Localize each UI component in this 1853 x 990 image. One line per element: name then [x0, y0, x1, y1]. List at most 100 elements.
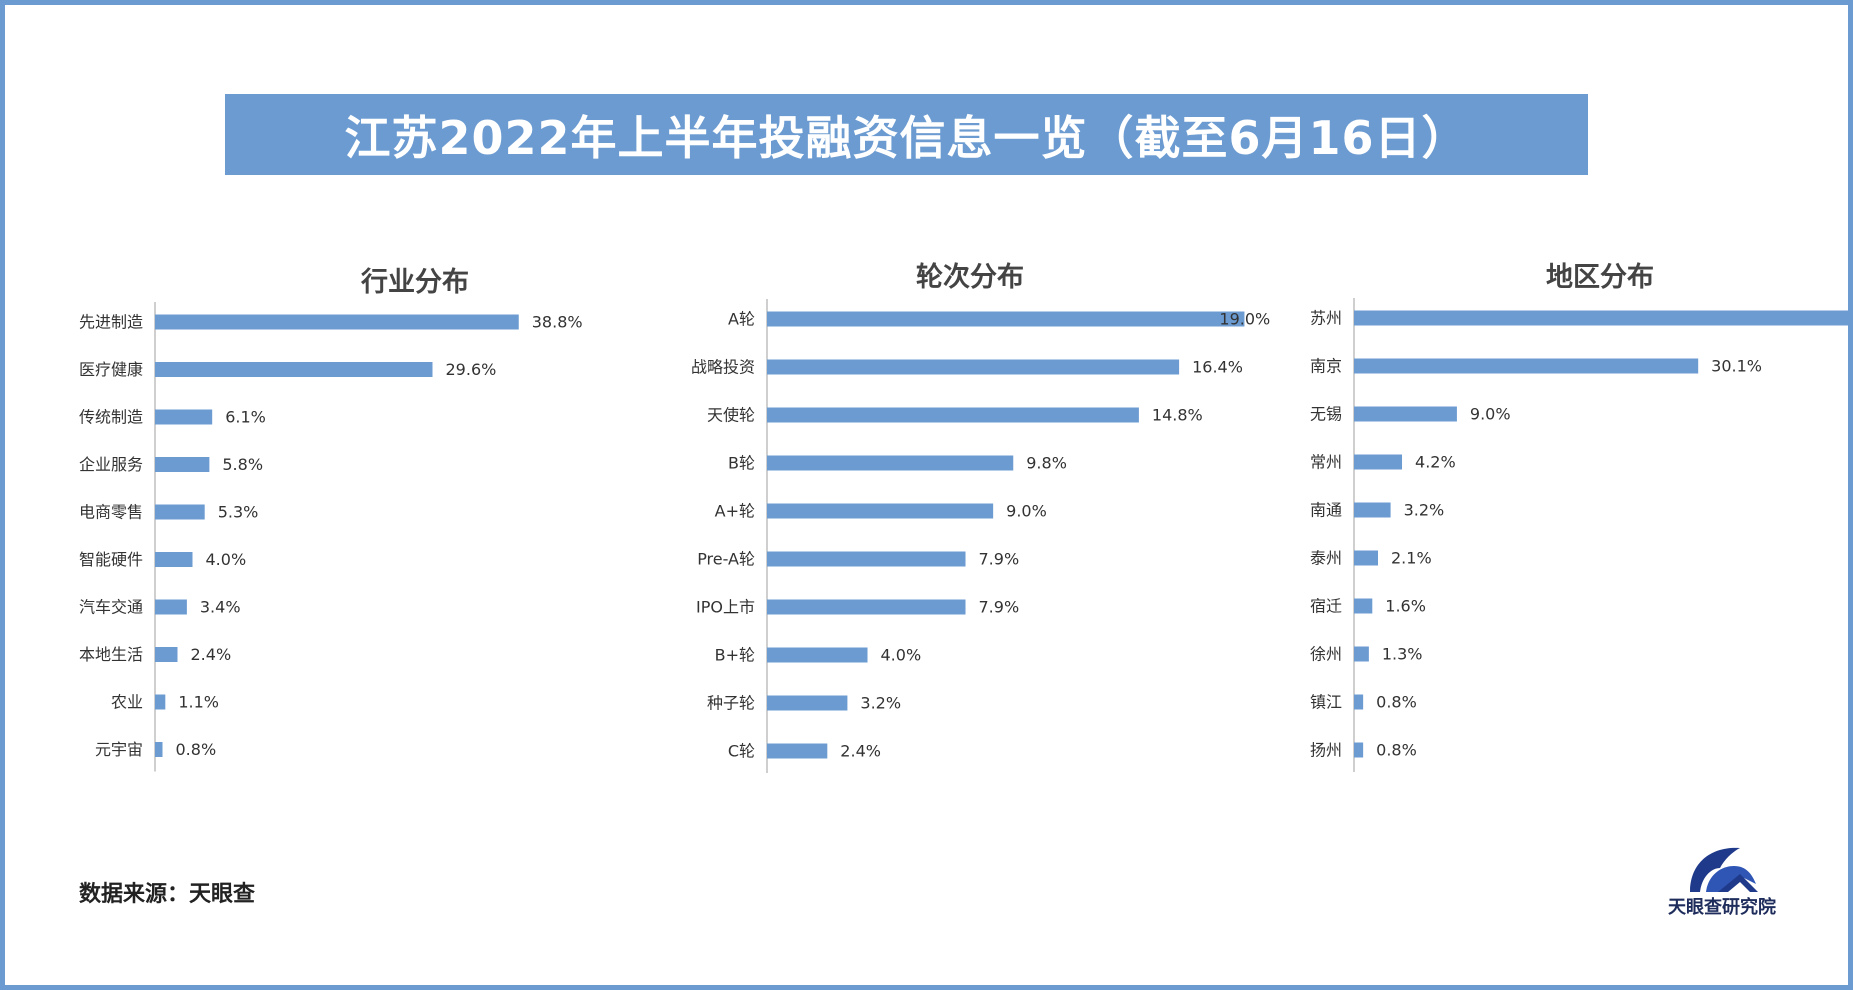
bar: [1354, 358, 1699, 374]
bar: [767, 599, 966, 615]
bar: [767, 407, 1139, 423]
bar: [767, 359, 1180, 375]
bar: [155, 362, 433, 377]
data-label: 3.2%: [860, 694, 901, 713]
bar: [767, 551, 966, 567]
bar: [1354, 550, 1379, 566]
category-label: 电商零售: [79, 503, 143, 522]
category-label: 镇江: [1310, 693, 1342, 712]
category-label: C轮: [728, 742, 755, 761]
data-label: 2.4%: [191, 645, 232, 664]
chart-title: 轮次分布: [916, 262, 1024, 293]
data-label: 0.8%: [1376, 693, 1417, 712]
bar: [767, 695, 848, 711]
bar: [155, 599, 187, 615]
data-label: 9.0%: [1006, 502, 1047, 521]
category-label: A+轮: [715, 502, 755, 521]
category-label: 传统制造: [79, 408, 143, 427]
category-label: 企业服务: [79, 455, 143, 474]
bar: [767, 647, 868, 663]
category-label: 战略投资: [691, 358, 755, 377]
bar: [767, 503, 994, 519]
chart-industry: 行业分布 先进制造 38.8% 医疗健康 29.6% 传统制造 6.1% 企业服务 5.8% 电…: [60, 250, 660, 810]
bar: [1354, 502, 1391, 518]
data-label: 4.2%: [1415, 453, 1456, 472]
category-label: 苏州: [1310, 309, 1342, 328]
tianyancha-logo-icon: [1690, 847, 1758, 892]
category-label: Pre-A轮: [697, 550, 755, 569]
bar: [1354, 598, 1373, 614]
category-label: 医疗健康: [79, 360, 143, 379]
bar: [1354, 742, 1364, 758]
data-label: 9.0%: [1470, 405, 1511, 424]
category-label: 本地生活: [79, 645, 143, 664]
bar: [1354, 310, 1853, 326]
data-label: 30.1%: [1711, 357, 1762, 376]
data-label: 9.8%: [1026, 454, 1067, 473]
bar: [1354, 646, 1369, 662]
category-label: B轮: [728, 454, 755, 473]
category-label: 宿迁: [1310, 597, 1342, 616]
category-label: 元宇宙: [95, 740, 143, 759]
category-label: 南通: [1310, 501, 1342, 520]
category-label: 汽车交通: [79, 598, 143, 617]
bar-chart-svg: A轮 19.0% 战略投资 16.4% 天使轮 14.8% B轮 9.8% A+轮 9.0% Pre…: [691, 299, 1270, 773]
data-label: 5.8%: [222, 455, 263, 474]
bar: [155, 742, 163, 757]
data-label: 0.8%: [1376, 741, 1417, 760]
category-label: 泰州: [1310, 549, 1342, 568]
category-label: B+轮: [715, 646, 755, 665]
category-label: IPO上市: [696, 598, 755, 617]
data-label: 4.0%: [881, 646, 922, 665]
data-label: 2.1%: [1391, 549, 1432, 568]
bar: [155, 647, 178, 662]
chart-title: 行业分布: [361, 267, 469, 298]
data-label: 1.1%: [178, 693, 219, 712]
bar: [767, 455, 1014, 471]
category-label: 徐州: [1310, 645, 1342, 664]
data-label: 16.4%: [1192, 358, 1243, 377]
data-label: 3.4%: [200, 598, 241, 617]
data-label: 38.8%: [532, 313, 583, 332]
category-label: 先进制造: [79, 313, 143, 332]
bar-chart-svg: 先进制造 38.8% 医疗健康 29.6% 传统制造 6.1% 企业服务 5.8% 电商零售 5.…: [79, 302, 583, 772]
chart-title: 地区分布: [1546, 262, 1654, 293]
data-label: 3.2%: [1404, 501, 1445, 520]
category-label: 无锡: [1310, 405, 1342, 424]
logo-text: 天眼查研究院: [1668, 897, 1776, 918]
data-label: 29.6%: [446, 360, 497, 379]
data-source-note: 数据来源：天眼查: [79, 882, 256, 907]
data-label: 0.8%: [176, 740, 217, 759]
category-label: 扬州: [1310, 741, 1342, 760]
data-label: 1.6%: [1385, 597, 1426, 616]
bar-chart-svg: 苏州45.1%南京30.1%无锡9.0%常州4.2%南通3.2%泰州2.1%宿迁…: [1310, 298, 1853, 772]
bar: [155, 504, 205, 520]
data-label: 19.0%: [1219, 310, 1270, 329]
data-label: 7.9%: [979, 598, 1020, 617]
category-label: 智能硬件: [79, 550, 143, 569]
data-label: 6.1%: [225, 408, 266, 427]
category-label: 农业: [111, 693, 143, 712]
chart-rounds: 轮次分布 A轮 19.0% 战略投资 16.4% 天使轮 14.8% B轮 9.8% A+轮 9.…: [660, 250, 1270, 810]
page-title: 江苏2022年上半年投融资信息一览（截至6月16日）: [225, 94, 1588, 175]
bar: [155, 552, 193, 567]
category-label: 种子轮: [707, 694, 755, 713]
bar: [155, 694, 166, 710]
bar: [1354, 454, 1403, 470]
bar: [767, 311, 1245, 327]
data-label: 14.8%: [1152, 406, 1203, 425]
chart-regions: 地区分布 苏州45.1%南京30.1%无锡9.0%常州4.2%南通3.2%泰州2…: [1240, 250, 1853, 810]
data-label: 5.3%: [218, 503, 259, 522]
bar: [1354, 694, 1364, 710]
category-label: A轮: [728, 310, 755, 329]
bar: [1354, 406, 1457, 422]
data-label: 1.3%: [1382, 645, 1423, 664]
data-label: 7.9%: [979, 550, 1020, 569]
category-label: 常州: [1310, 453, 1342, 472]
data-label: 2.4%: [840, 742, 881, 761]
bar: [155, 457, 210, 472]
bar: [767, 743, 828, 759]
bar: [155, 409, 213, 425]
category-label: 南京: [1310, 357, 1342, 376]
